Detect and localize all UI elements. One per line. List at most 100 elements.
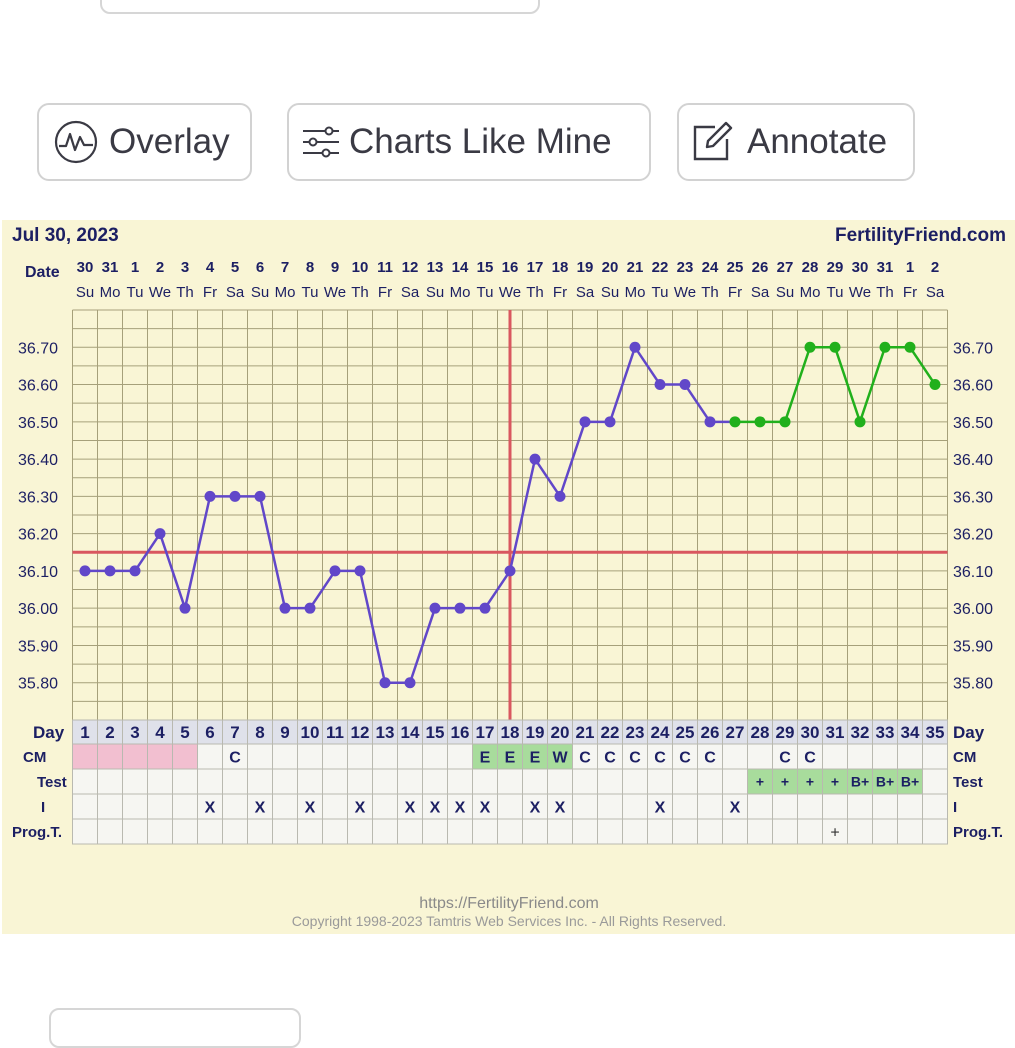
day-value: 17 [476, 723, 495, 742]
y-tick-label-right: 36.00 [953, 601, 993, 618]
intercourse-cell [322, 793, 348, 820]
prog-test-cell [572, 818, 598, 845]
footer-copyright: Copyright 1998-2023 Tamtris Web Services… [292, 913, 726, 929]
cm-value: E [480, 749, 491, 766]
temperature-point [329, 565, 341, 577]
day-cell [122, 719, 148, 745]
test-cell [672, 768, 698, 795]
temperature-point [104, 565, 116, 577]
day-value: 8 [255, 723, 264, 742]
prog-test-row-label-left: Prog.T. [12, 824, 62, 841]
annotate-button[interactable]: Annotate [677, 103, 915, 181]
intercourse-cell [272, 793, 298, 820]
cm-value: C [579, 749, 591, 766]
day-value: 2 [105, 723, 114, 742]
test-cell [722, 768, 748, 795]
day-value: 22 [601, 723, 620, 742]
prog-test-cell [697, 818, 723, 845]
prog-test-cell [97, 818, 123, 845]
date-label: 31 [877, 259, 894, 276]
cm-cell [597, 743, 623, 770]
date-label: 9 [331, 259, 339, 276]
test-cell [347, 768, 373, 795]
date-label: 10 [352, 259, 369, 276]
test-cell [572, 768, 598, 795]
cm-cell [397, 743, 423, 770]
cm-cell [272, 743, 298, 770]
day-value: 33 [876, 723, 895, 742]
cm-cell [172, 743, 198, 770]
date-label: 28 [802, 259, 819, 276]
overlay-icon [54, 120, 98, 164]
intercourse-cell [397, 793, 423, 820]
cm-cell [372, 743, 398, 770]
cm-value: E [505, 749, 516, 766]
date-label: 26 [752, 259, 769, 276]
date-label: 30 [852, 259, 869, 276]
intercourse-cell [72, 793, 98, 820]
day-value: 25 [676, 723, 695, 742]
temperature-point [554, 490, 566, 502]
intercourse-cell [347, 793, 373, 820]
date-label: 12 [402, 259, 419, 276]
cm-row-label-right: CM [953, 749, 976, 766]
date-label: 7 [281, 259, 289, 276]
test-cell [222, 768, 248, 795]
intercourse-cell [872, 793, 898, 820]
y-tick-label-left: 36.30 [18, 489, 58, 506]
weekday-label: Fr [903, 284, 917, 301]
edit-icon [693, 121, 733, 161]
annotate-label: Annotate [747, 122, 888, 161]
day-value: 28 [751, 723, 770, 742]
test-cell [697, 768, 723, 795]
weekday-label: Tu [827, 284, 844, 301]
cm-value: E [530, 749, 541, 766]
date-label: 13 [427, 259, 444, 276]
test-value: B+ [851, 774, 869, 790]
temperature-point [279, 602, 291, 614]
footer-url: https://FertilityFriend.com [419, 895, 599, 912]
prog-test-cell [472, 818, 498, 845]
temperature-point [454, 602, 466, 614]
overlay-button[interactable]: Overlay [37, 103, 252, 181]
prog-test-cell [722, 818, 748, 845]
date-label: 1 [131, 259, 139, 276]
intercourse-value: X [355, 799, 366, 816]
temperature-point [179, 602, 191, 614]
prog-test-cell [172, 818, 198, 845]
date-label: 4 [206, 259, 215, 276]
day-cell [147, 719, 173, 745]
prog-test-cell [497, 818, 523, 845]
cm-value: C [629, 749, 641, 766]
cm-cell [72, 743, 98, 770]
temperature-point [854, 416, 866, 428]
test-cell [272, 768, 298, 795]
weekday-label: Fr [728, 284, 742, 301]
day-cell [347, 719, 373, 745]
test-cell [97, 768, 123, 795]
day-value: 13 [376, 723, 395, 742]
test-cell [522, 768, 548, 795]
weekday-label: Th [701, 284, 719, 301]
day-cell [597, 719, 623, 745]
intercourse-value: X [430, 799, 441, 816]
test-cell [772, 768, 798, 795]
day-cell [547, 719, 573, 745]
bottom-button[interactable] [49, 1008, 301, 1048]
prog-test-cell [322, 818, 348, 845]
intercourse-cell [222, 793, 248, 820]
test-value: + [806, 774, 814, 790]
day-value: 5 [180, 723, 189, 742]
cm-cell [247, 743, 273, 770]
test-value: B+ [876, 774, 894, 790]
test-cell [372, 768, 398, 795]
prog-test-cell [597, 818, 623, 845]
intercourse-value: X [555, 799, 566, 816]
prog-test-cell [372, 818, 398, 845]
search-field[interactable] [100, 0, 540, 14]
prog-test-cell [797, 818, 823, 845]
weekday-label: Sa [926, 284, 945, 301]
charts-like-mine-button[interactable]: Charts Like Mine [287, 103, 651, 181]
y-tick-label-left: 35.80 [18, 676, 58, 693]
